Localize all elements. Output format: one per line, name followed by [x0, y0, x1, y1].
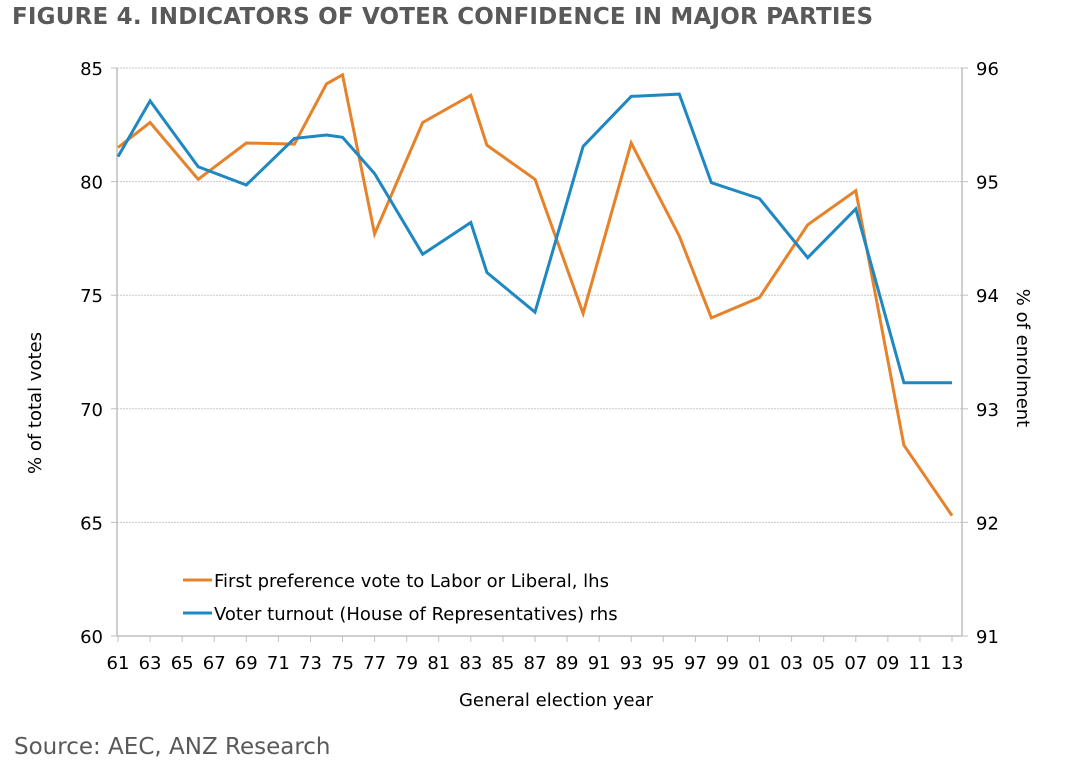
figure-title: FIGURE 4. INDICATORS OF VOTER CONFIDENCE…: [12, 4, 874, 30]
y2-axis-title: % of enrolment: [1012, 289, 1033, 427]
x-tick-label: 67: [203, 653, 226, 674]
x-tick-label: 13: [941, 653, 964, 674]
series-line-voter-turnout: [116, 92, 952, 385]
x-axis-title: General election year: [459, 690, 654, 711]
y-axis-ticks: 60 65 70 75 80 85: [80, 59, 117, 648]
y-axis-title: % of total votes: [25, 332, 46, 474]
y2-tick-label: 95: [976, 173, 999, 194]
y2-tick-label: 92: [976, 513, 999, 534]
x-tick-label: 05: [812, 653, 835, 674]
x-tick-label: 89: [556, 653, 579, 674]
axes: [116, 68, 963, 637]
y-tick-label: 85: [80, 59, 103, 80]
x-tick-label: 61: [107, 653, 130, 674]
y-tick-label: 65: [80, 513, 103, 534]
y-tick-label: 75: [80, 286, 103, 307]
x-tick-label: 99: [716, 653, 739, 674]
x-tick-label: 09: [876, 653, 899, 674]
y-tick-label: 70: [80, 400, 103, 421]
y2-tick-label: 93: [976, 400, 999, 421]
x-tick-label: 75: [331, 653, 354, 674]
x-axis-ticks: 61 63 65 67 69 71 73 75 77 79 81 83 85 87 89 91 93 95 97 99…: [107, 636, 964, 674]
y-tick-label: 60: [80, 627, 103, 648]
x-tick-label: 07: [844, 653, 867, 674]
x-tick-label: 83: [459, 653, 482, 674]
series-lines: [116, 72, 954, 517]
x-tick-label: 91: [588, 653, 611, 674]
x-tick-label: 01: [748, 653, 771, 674]
x-tick-label: 85: [491, 653, 514, 674]
y2-tick-label: 94: [976, 286, 999, 307]
x-tick-label: 11: [908, 653, 931, 674]
x-tick-label: 97: [684, 653, 707, 674]
source-note: Source: AEC, ANZ Research: [14, 734, 331, 760]
x-tick-label: 73: [299, 653, 322, 674]
x-tick-label: 77: [363, 653, 386, 674]
legend-label-first-preference: First preference vote to Labor or Libera…: [214, 571, 609, 592]
x-tick-label: 79: [395, 653, 418, 674]
x-tick-label: 81: [427, 653, 450, 674]
x-tick-label: 65: [171, 653, 194, 674]
series-line-first-preference: [117, 72, 954, 517]
x-tick-label: 87: [524, 653, 547, 674]
x-tick-label: 03: [780, 653, 803, 674]
x-tick-label: 71: [267, 653, 290, 674]
x-tick-label: 69: [235, 653, 258, 674]
y2-tick-label: 91: [976, 627, 999, 648]
legend: First preference vote to Labor or Libera…: [183, 571, 618, 625]
x-tick-label: 63: [139, 653, 162, 674]
legend-label-voter-turnout: Voter turnout (House of Representatives)…: [214, 604, 618, 625]
y-tick-label: 80: [80, 173, 103, 194]
y2-axis-ticks: 91 92 93 94 95 96: [962, 59, 999, 648]
x-tick-label: 95: [652, 653, 675, 674]
y2-tick-label: 96: [976, 59, 999, 80]
x-tick-label: 93: [620, 653, 643, 674]
